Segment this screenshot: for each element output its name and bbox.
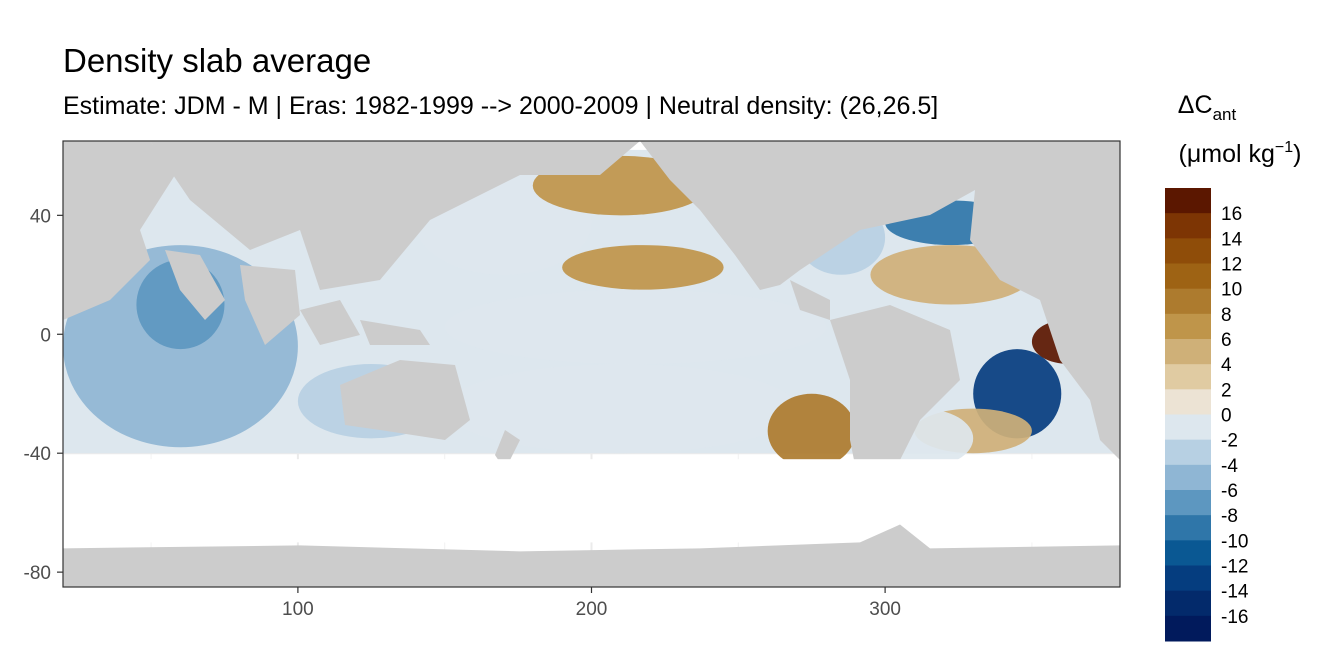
x-axis: 100 200 300: [282, 587, 901, 620]
landmass: [640, 141, 1070, 290]
legend-bin: [1165, 590, 1211, 617]
legend-label: -10: [1221, 531, 1248, 552]
anomaly-region: [562, 245, 724, 290]
legend-bin: [1165, 339, 1211, 365]
legend-label: 8: [1221, 305, 1232, 326]
legend-bin: [1165, 615, 1211, 642]
landmass: [1040, 141, 1120, 210]
legend-title: ΔCant: [1178, 91, 1237, 124]
legend-label: 2: [1221, 380, 1232, 401]
legend-labels: 16 14 12 10 8 6 4 2 0 -2 -4 -6 -8 -10 -12 -14 -16: [1221, 204, 1249, 628]
land-mask: [63, 141, 1120, 543]
y-axis: 40 0 -40 -80: [24, 206, 63, 584]
legend-label: -4: [1221, 456, 1238, 477]
y-tick-label: -40: [24, 444, 51, 465]
legend-bin: [1165, 263, 1211, 290]
legend-bin: [1165, 464, 1211, 491]
anomaly-region: [444, 289, 827, 365]
legend-bin: [1165, 565, 1211, 592]
landmass: [360, 320, 430, 345]
landmass: [63, 141, 175, 320]
legend-bin: [1165, 414, 1211, 441]
y-tick: 40: [30, 206, 63, 227]
legend-label: 16: [1221, 204, 1242, 225]
landmass: [150, 141, 640, 290]
antarctica-landmass: [63, 524, 1120, 587]
x-tick: 100: [282, 587, 314, 620]
legend-label: -2: [1221, 431, 1238, 452]
landmass: [830, 305, 960, 500]
legend-label: 4: [1221, 355, 1232, 376]
y-tick: -80: [24, 563, 63, 584]
x-tick-label: 300: [869, 599, 901, 620]
x-tick-label: 200: [576, 599, 608, 620]
x-tick-label: 100: [282, 599, 314, 620]
legend-label: -8: [1221, 506, 1238, 527]
legend-label: 12: [1221, 255, 1242, 276]
legend-label: 14: [1221, 229, 1243, 250]
y-tick-label: 40: [30, 206, 51, 227]
legend-bin: [1165, 515, 1211, 541]
y-tick-label: -80: [24, 563, 51, 584]
no-data-band: [63, 459, 1120, 543]
landmass: [790, 280, 830, 320]
anomaly-region: [444, 364, 798, 454]
landmass: [165, 250, 225, 320]
landmass: [340, 360, 470, 440]
legend-label: -16: [1221, 607, 1248, 628]
legend-label: 10: [1221, 280, 1242, 301]
legend-bin: [1165, 490, 1211, 516]
landmass: [240, 265, 300, 345]
legend-bin: [1165, 389, 1211, 415]
chart-title: Density slab average: [63, 42, 372, 79]
legend-bin: [1165, 288, 1211, 315]
y-tick: -40: [24, 444, 63, 465]
x-tick: 300: [869, 587, 901, 620]
legend-bin: [1165, 540, 1211, 566]
legend-bin: [1165, 439, 1211, 466]
y-tick-label: 0: [40, 325, 51, 346]
legend-bin: [1165, 313, 1211, 340]
legend-bin: [1165, 238, 1211, 264]
colorbar-legend: ΔCant (μmol kg−1) 16 14 12 10 8 6 4 2 0 -2 -4 -6 -8 -…: [1165, 91, 1301, 642]
legend-units: (μmol kg−1): [1179, 139, 1302, 168]
legend-label: 0: [1221, 406, 1232, 427]
legend-bin: [1165, 213, 1211, 239]
plot-panel: [62, 140, 1121, 588]
legend-label: -12: [1221, 557, 1248, 578]
legend-label: 6: [1221, 330, 1232, 351]
antarctica-shape: [63, 524, 1120, 587]
x-tick: 200: [576, 587, 608, 620]
landmass: [970, 141, 1120, 460]
legend-bin: [1165, 364, 1211, 390]
legend-label: -6: [1221, 481, 1238, 502]
legend-bins: [1165, 188, 1211, 642]
legend-label: -14: [1221, 582, 1249, 603]
chart-subtitle: Estimate: JDM - M | Eras: 1982-1999 --> …: [63, 92, 939, 120]
landmass: [300, 300, 360, 345]
y-tick: 0: [40, 325, 63, 346]
legend-bin: [1165, 188, 1211, 214]
anomaly-region: [767, 393, 856, 469]
